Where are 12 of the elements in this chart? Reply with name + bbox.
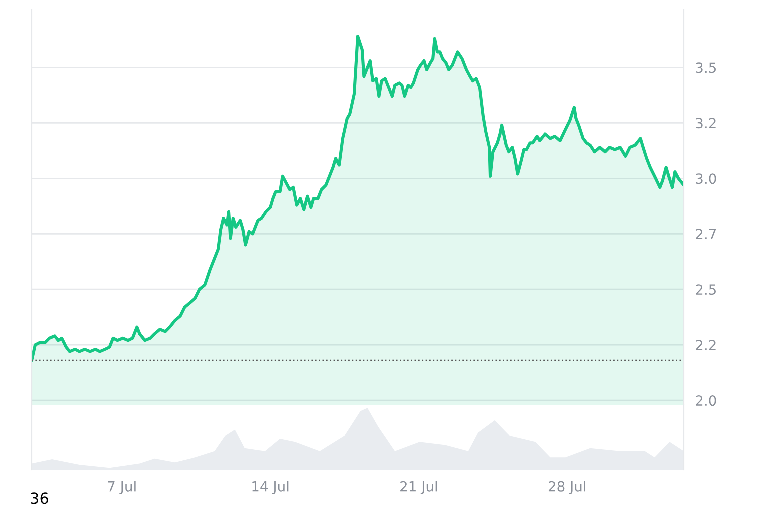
y-tick-label: 2.7 — [696, 229, 716, 240]
y-tick-label: 2.5 — [696, 284, 716, 296]
y-tick-label: 3.0 — [696, 174, 716, 184]
x-tick-label: 28 Jul — [548, 481, 586, 494]
y-tick-label: 2.2 — [696, 340, 716, 350]
y-tick-label: 2.0 — [696, 396, 716, 406]
text: 36 — [31, 492, 48, 504]
y-tick-label: 3.2 — [696, 118, 716, 129]
y-tick-label: 3.5 — [696, 62, 716, 74]
x-tick-label: 21 Jul — [400, 481, 438, 494]
x-tick-label: 14 Jul — [252, 481, 289, 494]
x-tick-label: 7 Jul — [108, 481, 136, 494]
